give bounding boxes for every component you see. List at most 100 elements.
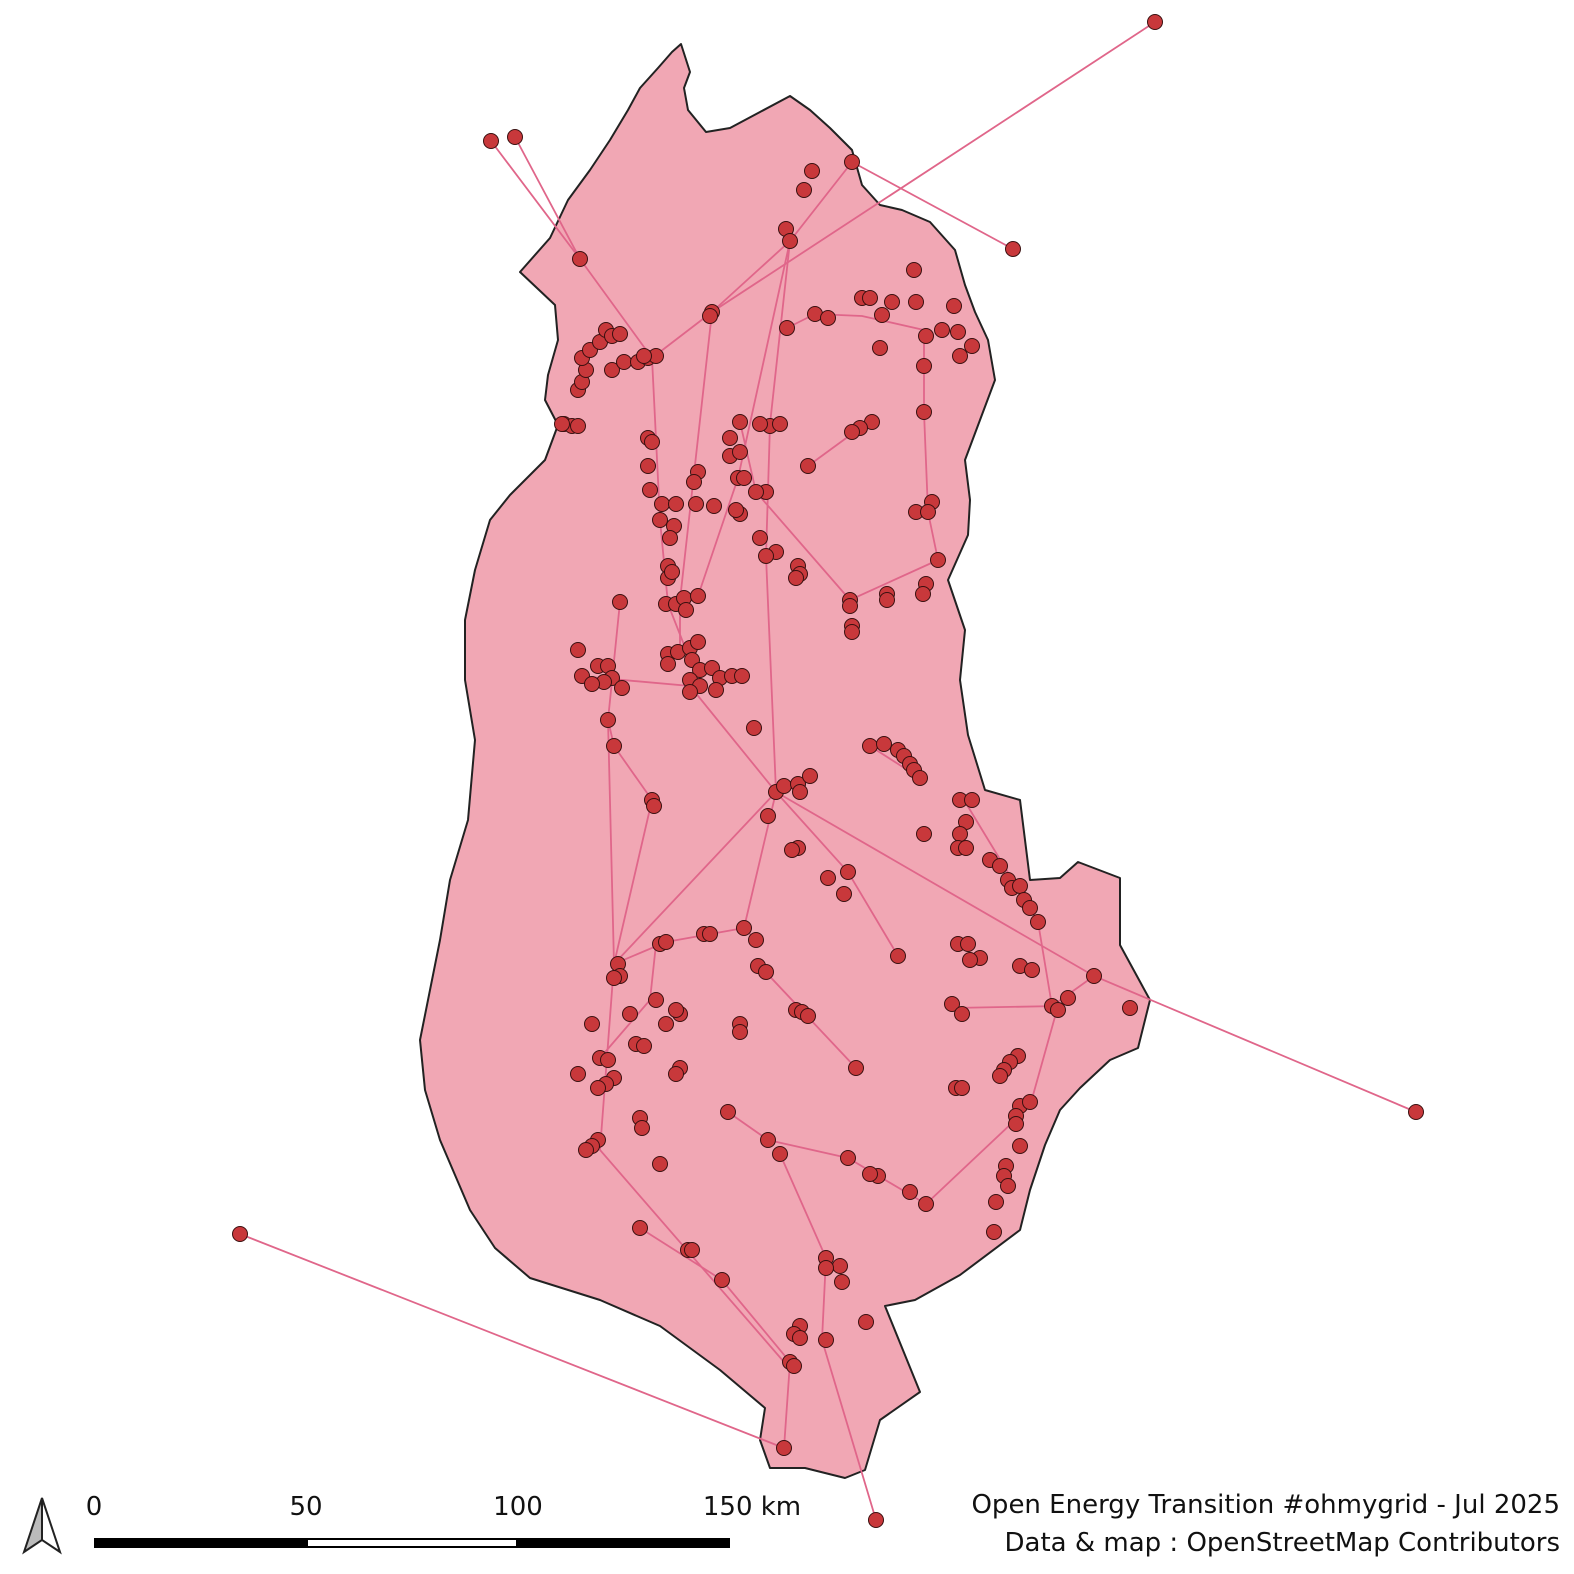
substation-node xyxy=(916,358,932,374)
substation-node xyxy=(818,1332,834,1348)
substation-node xyxy=(902,1184,918,1200)
substation-node xyxy=(682,684,698,700)
substation-node xyxy=(658,934,674,950)
power-line xyxy=(613,799,653,965)
substation-node xyxy=(690,588,706,604)
substation-node xyxy=(732,1024,748,1040)
substation-node xyxy=(1022,900,1038,916)
substation-node xyxy=(758,964,774,980)
scale-label-150: 150 km xyxy=(702,1492,802,1522)
country-region xyxy=(419,43,1151,1479)
scale-segment-3 xyxy=(518,1538,730,1548)
substation-node xyxy=(1030,914,1046,930)
substation-node xyxy=(612,594,628,610)
substation-node xyxy=(952,348,968,364)
substation-node xyxy=(632,1220,648,1236)
substation-node xyxy=(834,1274,850,1290)
substation-node xyxy=(840,864,856,880)
substation-node xyxy=(652,1156,668,1172)
substation-node xyxy=(1086,968,1102,984)
substation-node xyxy=(622,1006,638,1022)
substation-node xyxy=(678,602,694,618)
substation-node xyxy=(732,444,748,460)
scale-segment-1 xyxy=(94,1538,306,1548)
substation-node xyxy=(668,496,684,512)
substation-node xyxy=(702,926,718,942)
substation-node xyxy=(908,294,924,310)
power-line xyxy=(639,1227,791,1449)
substation-node xyxy=(788,570,804,586)
substation-node xyxy=(820,870,836,886)
substation-node xyxy=(776,778,792,794)
substation-node xyxy=(646,798,662,814)
substation-node xyxy=(578,1142,594,1158)
substation-node xyxy=(915,586,931,602)
substation-node xyxy=(642,482,658,498)
substation-node xyxy=(954,1006,970,1022)
substation-node xyxy=(736,920,752,936)
scale-label-50: 50 xyxy=(289,1492,323,1522)
credit-line-2: Data & map : OpenStreetMap Contributors xyxy=(1004,1528,1560,1558)
substation-node xyxy=(760,1132,776,1148)
substation-node xyxy=(848,1060,864,1076)
substation-node xyxy=(570,1066,586,1082)
substation-node xyxy=(804,163,820,179)
substation-node xyxy=(918,328,934,344)
substation-node xyxy=(1022,1094,1038,1110)
substation-node xyxy=(584,676,600,692)
substation-node xyxy=(1012,1138,1028,1154)
substation-node xyxy=(958,840,974,856)
substation-node xyxy=(944,996,960,1012)
substation-node xyxy=(862,1166,878,1182)
substation-node xyxy=(758,548,774,564)
substation-node xyxy=(662,530,678,546)
substation-node xyxy=(918,1196,934,1212)
power-line xyxy=(1051,975,1095,1007)
substation-node xyxy=(844,624,860,640)
substation-node xyxy=(930,552,946,568)
substation-node xyxy=(1050,1002,1066,1018)
substation-node xyxy=(842,598,858,614)
substation-node xyxy=(836,886,852,902)
substation-node xyxy=(640,458,656,474)
substation-node xyxy=(1008,1116,1024,1132)
substation-node xyxy=(570,418,586,434)
substation-node xyxy=(746,720,762,736)
substation-node xyxy=(832,1258,848,1274)
substation-node xyxy=(884,294,900,310)
substation-node xyxy=(844,154,860,170)
substation-node xyxy=(820,310,836,326)
substation-node xyxy=(654,496,670,512)
substation-node xyxy=(634,1120,650,1136)
substation-node xyxy=(876,736,892,752)
scale-label-0: 0 xyxy=(85,1492,103,1522)
substation-node xyxy=(644,434,660,450)
substation-node xyxy=(668,1066,684,1082)
substation-node xyxy=(964,338,980,354)
substation-node xyxy=(606,738,622,754)
substation-node xyxy=(684,1242,700,1258)
substation-node xyxy=(570,642,586,658)
substation-node xyxy=(786,1358,802,1374)
substation-node xyxy=(862,290,878,306)
substation-node xyxy=(800,458,816,474)
substation-node xyxy=(988,1194,1004,1210)
substation-node xyxy=(760,808,776,824)
substation-node xyxy=(572,251,588,267)
substation-node xyxy=(800,1008,816,1024)
substation-node xyxy=(736,470,752,486)
substation-node xyxy=(728,502,744,518)
substation-node xyxy=(784,842,800,858)
substation-node xyxy=(714,1272,730,1288)
substation-node xyxy=(507,129,523,145)
scale-label-100: 100 xyxy=(493,1492,543,1522)
substation-node xyxy=(584,1016,600,1032)
power-line xyxy=(786,313,925,331)
substation-node xyxy=(612,326,628,342)
power-line xyxy=(239,1233,785,1449)
substation-node xyxy=(752,530,768,546)
substation-node xyxy=(1000,1178,1016,1194)
substation-node xyxy=(232,1226,248,1242)
power-line xyxy=(514,136,581,260)
substation-node xyxy=(660,656,676,672)
